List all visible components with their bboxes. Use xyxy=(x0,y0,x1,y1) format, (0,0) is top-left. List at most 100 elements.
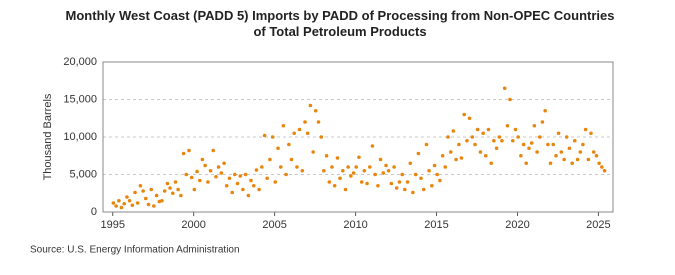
point xyxy=(260,165,264,169)
point xyxy=(535,150,539,154)
point xyxy=(459,156,464,160)
point xyxy=(346,165,350,169)
point xyxy=(502,86,507,91)
x-tick-label: 2005 xyxy=(262,219,286,231)
point xyxy=(351,171,356,175)
point xyxy=(548,161,553,166)
point xyxy=(370,144,375,148)
point xyxy=(311,150,315,154)
point xyxy=(187,148,191,153)
point xyxy=(467,116,472,121)
point xyxy=(165,181,170,186)
point xyxy=(359,180,364,184)
point xyxy=(527,146,531,151)
point xyxy=(238,174,243,178)
point xyxy=(117,198,121,203)
point xyxy=(270,135,275,139)
point xyxy=(397,180,402,184)
point xyxy=(451,129,456,133)
point xyxy=(494,146,499,151)
point xyxy=(143,196,148,201)
y-tick-label: 0 xyxy=(91,206,97,218)
point xyxy=(567,146,572,151)
point xyxy=(362,168,367,173)
point xyxy=(378,157,383,162)
point xyxy=(538,135,542,139)
point xyxy=(572,138,577,143)
point xyxy=(386,168,391,173)
point xyxy=(497,135,502,139)
point xyxy=(308,103,313,108)
point xyxy=(586,157,591,162)
point xyxy=(392,165,396,169)
point xyxy=(251,183,256,188)
y-tick-label: 5,000 xyxy=(69,168,97,180)
point xyxy=(284,172,288,177)
point xyxy=(368,165,372,169)
point xyxy=(198,178,202,183)
point xyxy=(583,127,588,132)
point xyxy=(184,172,189,177)
point xyxy=(181,151,186,156)
point xyxy=(540,120,545,124)
point xyxy=(268,157,272,162)
point xyxy=(440,153,445,158)
point xyxy=(281,123,286,128)
point xyxy=(384,163,388,168)
point xyxy=(510,138,515,143)
point xyxy=(408,161,413,166)
point xyxy=(154,193,159,198)
point xyxy=(324,153,329,158)
point xyxy=(141,189,145,193)
x-tick-label: 2025 xyxy=(586,219,610,231)
point xyxy=(416,151,421,156)
point xyxy=(235,181,240,186)
point xyxy=(230,190,234,195)
point xyxy=(519,153,523,158)
point xyxy=(206,180,210,184)
point xyxy=(489,161,494,166)
source: Source: U.S. Energy Information Administ… xyxy=(30,245,240,256)
point xyxy=(559,150,564,154)
chart-title: Monthly West Coast (PADD 5) Imports by P… xyxy=(65,8,615,39)
y-axis-label: Thousand Barrels xyxy=(42,93,54,180)
point xyxy=(133,190,137,195)
point xyxy=(600,165,604,169)
point xyxy=(278,165,283,169)
point xyxy=(500,138,504,143)
point xyxy=(208,168,213,173)
point xyxy=(203,163,207,168)
point xyxy=(492,138,496,143)
y-tick-label: 10,000 xyxy=(63,131,97,143)
point xyxy=(405,180,410,184)
point xyxy=(357,155,361,160)
point xyxy=(376,183,380,188)
point xyxy=(319,135,324,139)
point xyxy=(305,131,310,136)
point xyxy=(257,187,261,192)
point xyxy=(486,127,491,132)
point xyxy=(152,204,156,208)
point xyxy=(127,198,132,203)
point xyxy=(160,198,164,203)
point xyxy=(349,174,353,178)
point xyxy=(516,135,520,139)
point xyxy=(219,171,224,175)
point xyxy=(195,169,199,174)
point xyxy=(551,142,556,147)
point xyxy=(289,157,294,162)
point xyxy=(432,163,437,168)
point xyxy=(265,176,269,181)
point xyxy=(246,193,251,198)
point xyxy=(481,131,485,136)
point xyxy=(470,135,475,139)
point xyxy=(216,165,221,169)
point xyxy=(597,161,601,166)
point xyxy=(214,174,218,179)
point xyxy=(300,168,305,173)
point xyxy=(435,172,439,177)
point xyxy=(343,187,348,192)
point xyxy=(521,142,526,147)
point xyxy=(249,178,253,183)
